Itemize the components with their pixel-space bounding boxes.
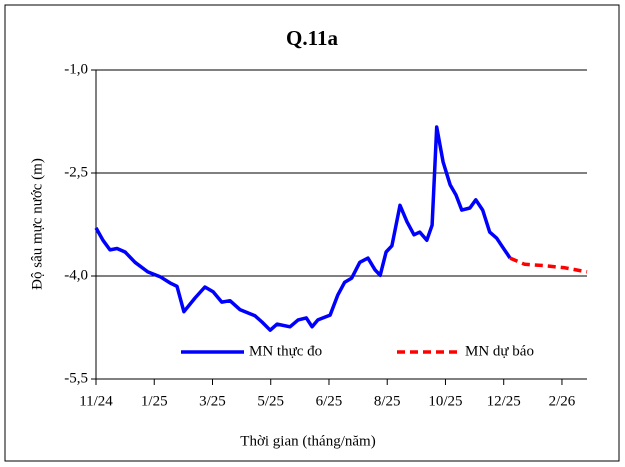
series-line <box>94 125 512 332</box>
y-tick-label: -4,0 <box>64 267 88 283</box>
x-tick-label: 11/24 <box>79 393 113 409</box>
x-tick-label: 12/25 <box>487 393 521 409</box>
chart-border <box>4 4 620 462</box>
x-tick-label: 6/25 <box>316 393 343 409</box>
x-tick-label: 5/25 <box>257 393 284 409</box>
x-tick-label: 1/25 <box>141 393 168 409</box>
x-tick-label: 2/26 <box>549 393 576 409</box>
legend-label: MN thực đo <box>249 343 322 359</box>
y-tick-label: -1,0 <box>64 61 88 77</box>
legend-label: MN dự báo <box>465 343 534 359</box>
y-tick-label: -2,5 <box>64 164 88 180</box>
y-tick-label: -5,5 <box>64 370 88 386</box>
x-tick-label: 10/25 <box>428 393 462 409</box>
x-axis-label: Thời gian (tháng/năm) <box>240 433 375 449</box>
x-tick-label: 3/25 <box>199 393 226 409</box>
chart-title: Q.11a <box>286 26 338 50</box>
x-tick-label: 8/25 <box>374 393 401 409</box>
y-axis-label: Độ sâu mực nước (m) <box>29 158 45 290</box>
